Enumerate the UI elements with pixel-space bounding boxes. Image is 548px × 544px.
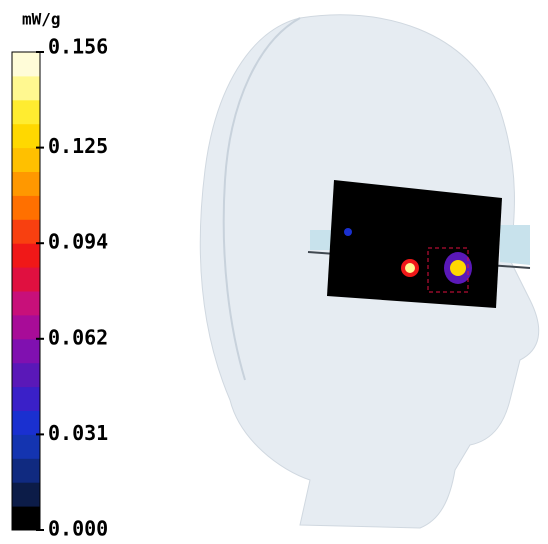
color-band bbox=[12, 410, 40, 435]
color-band bbox=[12, 267, 40, 292]
tick-label: 0.125 bbox=[48, 134, 108, 158]
color-band bbox=[12, 338, 40, 364]
hotspot bbox=[405, 263, 415, 273]
color-band bbox=[12, 99, 40, 125]
color-band bbox=[12, 362, 40, 388]
head-shading bbox=[222, 17, 301, 381]
color-band bbox=[12, 386, 40, 411]
colorbar-ticks: 0.156 0.125 0.094 0.062 0.031 0.000 bbox=[36, 35, 108, 541]
tick-label: 0.156 bbox=[48, 35, 108, 59]
colorbar-frame bbox=[11, 51, 41, 531]
color-band bbox=[12, 314, 40, 340]
scan-area bbox=[327, 180, 502, 308]
color-band bbox=[12, 243, 40, 268]
tick-label: 0.094 bbox=[48, 230, 108, 254]
hotspot bbox=[450, 260, 466, 276]
color-band bbox=[12, 219, 40, 244]
color-band bbox=[12, 171, 40, 196]
colorbar-unit: mW/g bbox=[22, 10, 61, 29]
color-band bbox=[12, 506, 40, 531]
colorbar bbox=[11, 51, 41, 531]
color-band bbox=[12, 291, 40, 316]
color-band bbox=[12, 434, 40, 459]
color-band bbox=[12, 75, 40, 101]
hotspot bbox=[344, 228, 352, 236]
color-band bbox=[12, 52, 40, 77]
ear-region bbox=[310, 225, 530, 265]
color-band bbox=[12, 482, 40, 507]
color-band bbox=[12, 195, 40, 220]
tick-label: 0.031 bbox=[48, 421, 108, 445]
tick-label: 0.000 bbox=[48, 517, 108, 541]
color-band bbox=[12, 458, 40, 483]
color-band bbox=[12, 147, 40, 172]
color-band bbox=[12, 123, 40, 149]
tick-label: 0.062 bbox=[48, 325, 108, 349]
head-render bbox=[199, 14, 540, 529]
